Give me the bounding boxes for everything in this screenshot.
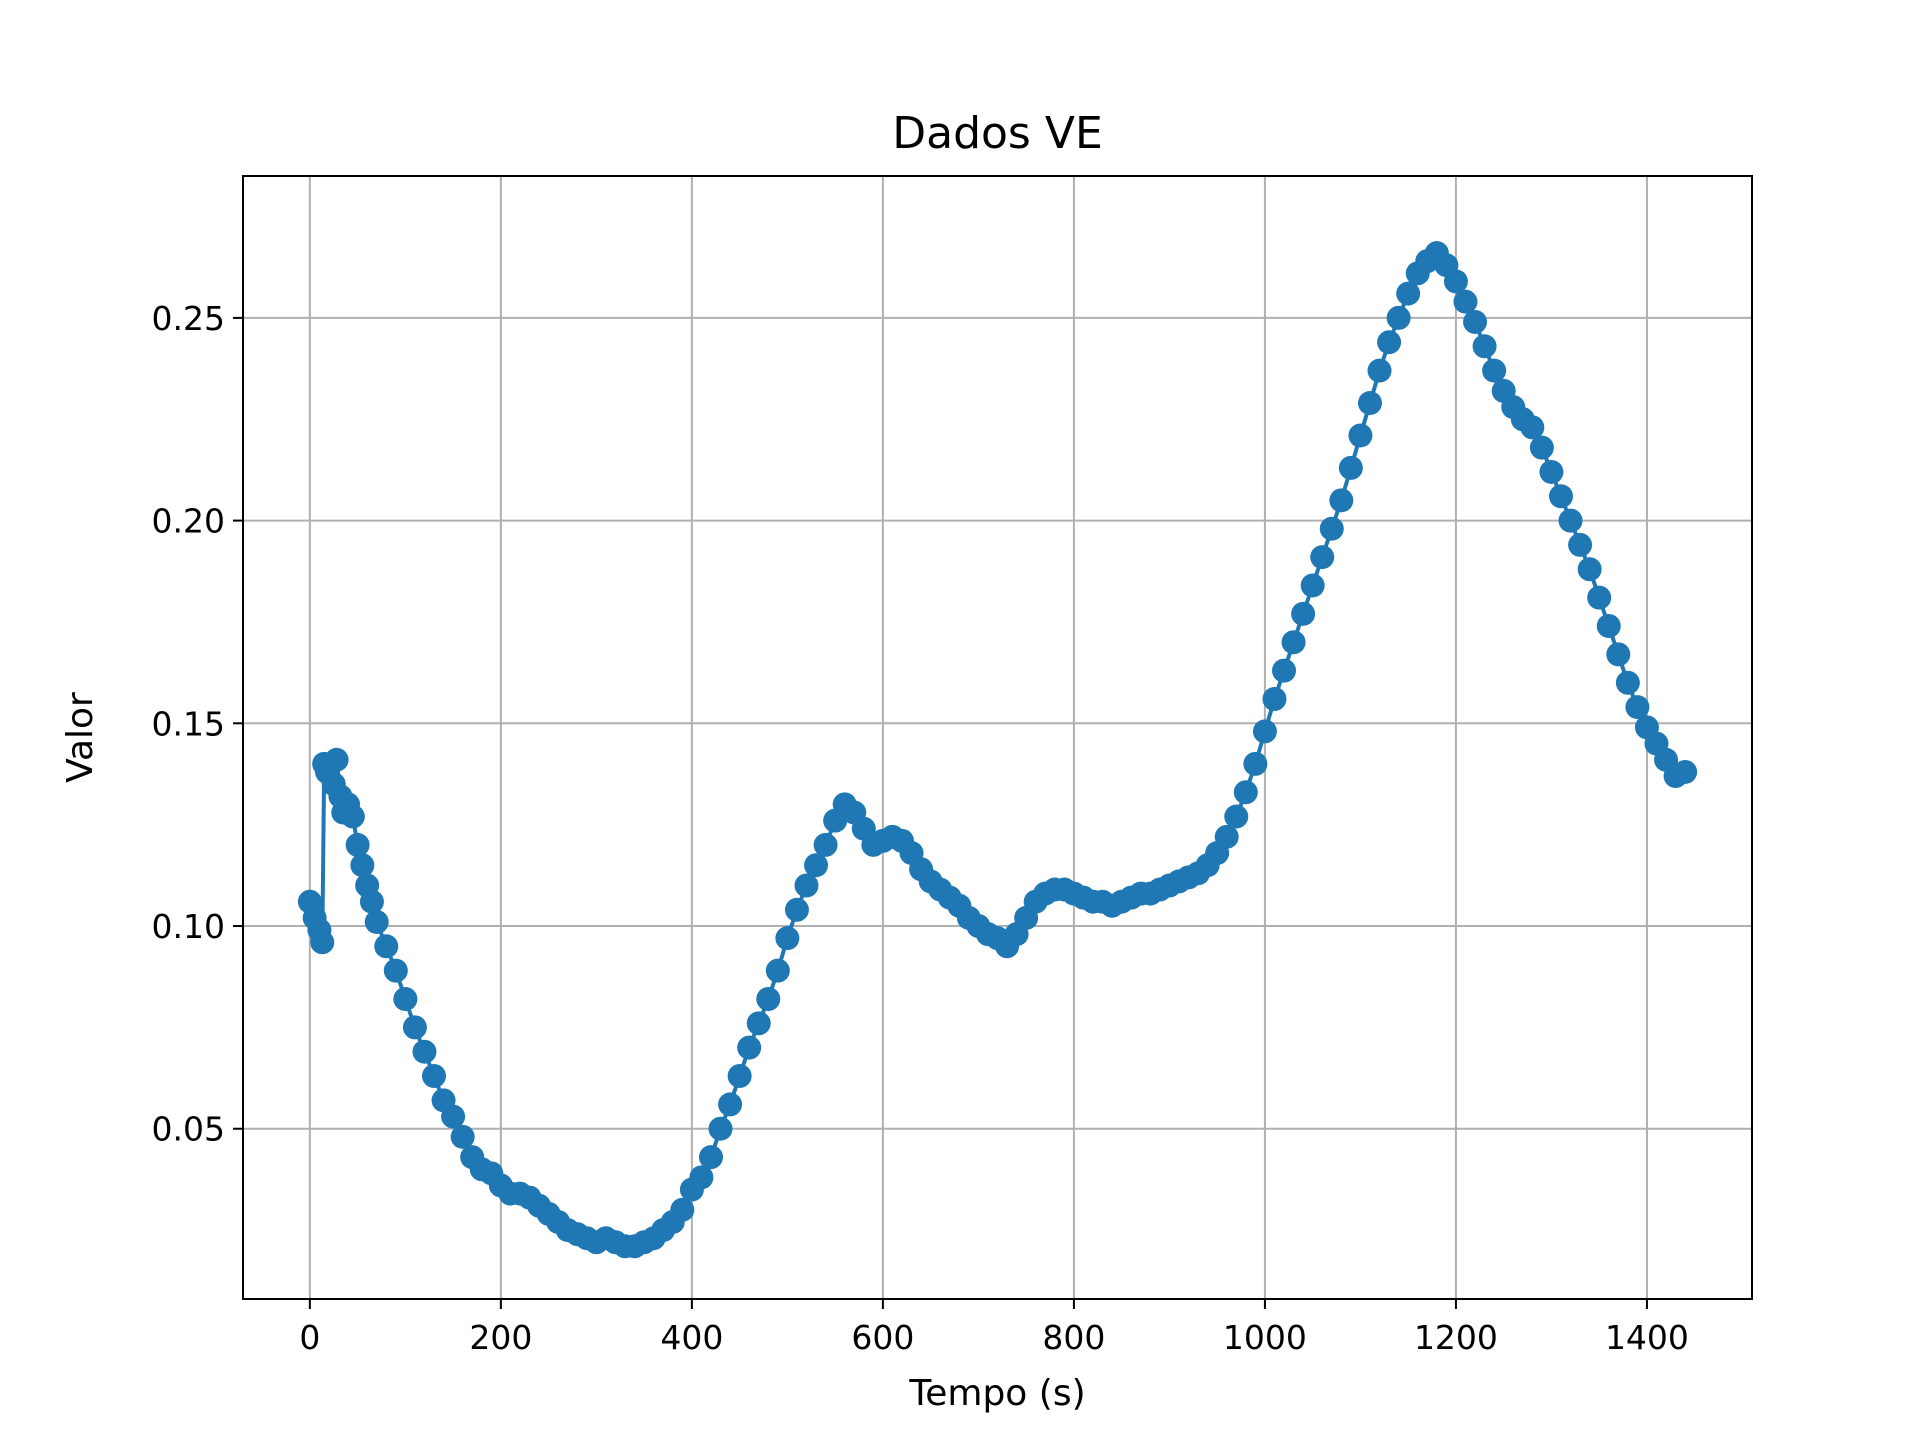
- axis-ticks: 0 200 400 600 800 1000 1200 1400 0.05 0.10 0.15 0.2…: [152, 299, 1689, 1357]
- data-point: [310, 930, 335, 955]
- data-point: [765, 958, 790, 983]
- data-point: [775, 926, 800, 951]
- data-point: [1386, 305, 1411, 330]
- data-point: [708, 1116, 733, 1141]
- x-tick-label: 600: [851, 1318, 914, 1357]
- data-point: [1243, 751, 1268, 776]
- data-point: [1606, 642, 1631, 667]
- data-series: [297, 241, 1698, 1259]
- data-point: [670, 1197, 695, 1222]
- data-point: [784, 897, 809, 922]
- data-point: [383, 958, 408, 983]
- data-point: [345, 832, 370, 857]
- data-point: [1396, 281, 1421, 306]
- data-point: [1300, 573, 1325, 598]
- data-point: [746, 1011, 771, 1036]
- data-point: [324, 747, 349, 772]
- data-point: [1548, 484, 1573, 509]
- data-point: [1463, 309, 1488, 334]
- data-point: [1233, 780, 1258, 805]
- data-point: [1673, 759, 1698, 784]
- data-point: [1453, 289, 1478, 314]
- y-axis-label: Valor: [60, 692, 101, 783]
- data-point: [1252, 719, 1277, 744]
- x-axis-label: Tempo (s): [908, 1373, 1085, 1414]
- data-point: [1329, 488, 1354, 513]
- x-tick-label: 1000: [1223, 1318, 1307, 1357]
- data-point: [350, 853, 375, 878]
- data-point: [698, 1145, 723, 1170]
- data-point: [450, 1124, 475, 1149]
- data-point: [689, 1165, 714, 1190]
- data-point: [441, 1104, 466, 1129]
- data-point: [1539, 459, 1564, 484]
- y-tick-label: 0.15: [152, 704, 225, 743]
- data-point: [804, 853, 829, 878]
- data-point: [1625, 695, 1650, 720]
- y-tick-label: 0.25: [152, 299, 225, 338]
- data-point: [718, 1092, 743, 1117]
- data-point: [1596, 614, 1621, 639]
- data-point: [1472, 334, 1497, 359]
- data-point: [813, 832, 838, 857]
- data-point: [340, 804, 365, 829]
- data-point: [1529, 435, 1554, 460]
- data-point: [1615, 670, 1640, 695]
- data-point: [1577, 557, 1602, 582]
- data-point: [1443, 269, 1468, 294]
- data-point: [1281, 630, 1306, 655]
- y-tick-label: 0.20: [152, 502, 225, 541]
- data-point: [1568, 532, 1593, 557]
- y-tick-label: 0.10: [152, 907, 225, 946]
- data-point: [794, 873, 819, 898]
- data-point: [359, 889, 384, 914]
- data-point: [1310, 545, 1335, 570]
- data-point: [422, 1064, 447, 1089]
- data-point: [756, 986, 781, 1011]
- x-tick-label: 1400: [1605, 1318, 1689, 1357]
- data-point: [1357, 391, 1382, 416]
- x-tick-label: 1200: [1414, 1318, 1498, 1357]
- data-point: [1367, 358, 1392, 383]
- data-point: [1520, 415, 1545, 440]
- x-tick-label: 800: [1042, 1318, 1105, 1357]
- data-point: [364, 909, 389, 934]
- series-line: [307, 251, 1686, 1249]
- data-point: [374, 934, 399, 959]
- data-point: [1262, 686, 1287, 711]
- data-point: [1272, 658, 1297, 683]
- plot-frame: [242, 175, 1753, 1300]
- x-tick-label: 200: [469, 1318, 532, 1357]
- data-point: [412, 1039, 437, 1064]
- data-point: [1291, 601, 1316, 626]
- data-point: [1319, 516, 1344, 541]
- data-point: [1338, 455, 1363, 480]
- data-point: [1348, 423, 1373, 448]
- data-point: [737, 1035, 762, 1060]
- x-tick-label: 400: [660, 1318, 723, 1357]
- data-point: [402, 1015, 427, 1040]
- data-point: [1214, 824, 1239, 849]
- x-tick-label: 0: [299, 1318, 320, 1357]
- data-point: [393, 986, 418, 1011]
- data-point: [1558, 508, 1583, 533]
- data-point: [1482, 358, 1507, 383]
- chart-title: Dados VE: [892, 108, 1103, 159]
- data-point: [1587, 585, 1612, 610]
- y-tick-label: 0.05: [152, 1110, 225, 1149]
- data-point: [727, 1064, 752, 1089]
- data-point: [1224, 804, 1249, 829]
- data-point: [1377, 330, 1402, 355]
